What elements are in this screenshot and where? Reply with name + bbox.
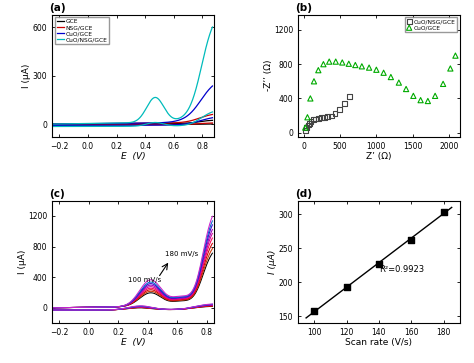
CuO/GCE: [307, 95, 314, 101]
NSG/GCE: [49, 122, 55, 126]
X-axis label: Z’ (Ω): Z’ (Ω): [366, 152, 392, 161]
CuO/GCE: [146, 121, 152, 125]
Point: [408, 237, 415, 243]
CuO/GCE: [332, 59, 339, 65]
Y-axis label: I (μA): I (μA): [22, 64, 31, 88]
CuO/GCE: [151, 121, 157, 125]
X-axis label: E  (V): E (V): [121, 338, 146, 347]
CuO/GCE: [338, 60, 346, 65]
CuO/NSG/GCE: [324, 114, 331, 120]
Y-axis label: I (μA): I (μA): [18, 250, 27, 274]
Text: (d): (d): [295, 189, 312, 199]
CuO/GCE: [301, 125, 309, 130]
CuO/NSG/GCE: [346, 94, 353, 99]
Text: R²=0.9923: R²=0.9923: [379, 265, 424, 274]
CuO/GCE: [315, 67, 322, 73]
CuO/NSG/GCE: [301, 127, 309, 133]
CuO/NSG/GCE: [320, 114, 328, 120]
CuO/GCE: [171, 119, 177, 123]
CuO/NSG/GCE: [59, 122, 65, 126]
CuO/GCE: [187, 111, 193, 116]
CuO/GCE: [310, 78, 318, 84]
CuO/GCE: [358, 64, 365, 69]
Legend: CuO/NSG/GCE, CuO/GCE: CuO/NSG/GCE, CuO/GCE: [405, 17, 457, 32]
Text: (c): (c): [49, 189, 64, 199]
CuO/NSG/GCE: [146, 101, 152, 105]
NSG/GCE: [210, 112, 215, 117]
NSG/GCE: [171, 121, 177, 125]
Text: 180 mV/s: 180 mV/s: [165, 251, 198, 257]
CuO/GCE: [49, 122, 55, 126]
Text: 100 mV/s: 100 mV/s: [128, 277, 162, 283]
CuO/GCE: [304, 114, 311, 120]
CuO/NSG/GCE: [187, 103, 193, 108]
GCE: [171, 121, 177, 126]
CuO/NSG/GCE: [310, 117, 317, 123]
Line: GCE: GCE: [52, 121, 212, 124]
NSG/GCE: [187, 119, 193, 123]
Y-axis label: I (μA): I (μA): [268, 250, 277, 274]
CuO/NSG/GCE: [304, 122, 312, 128]
CuO/NSG/GCE: [311, 116, 319, 122]
CuO/GCE: [410, 93, 417, 99]
CuO/NSG/GCE: [210, 25, 215, 29]
CuO/NSG/GCE: [336, 107, 343, 113]
CuO/GCE: [447, 66, 454, 72]
CuO/GCE: [373, 67, 380, 73]
CuO/GCE: [452, 53, 459, 58]
Point: [375, 261, 383, 267]
CuO/GCE: [319, 61, 327, 67]
CuO/NSG/GCE: [341, 101, 348, 106]
CuO/NSG/GCE: [307, 119, 315, 125]
CuO/NSG/GCE: [315, 115, 322, 121]
CuO/GCE: [424, 98, 432, 104]
CuO/GCE: [417, 97, 424, 103]
CuO/NSG/GCE: [306, 121, 313, 126]
CuO/GCE: [345, 61, 353, 67]
Legend: GCE, NSG/GCE, CuO/GCE, CuO/NSG/GCE: GCE, NSG/GCE, CuO/GCE, CuO/NSG/GCE: [55, 17, 109, 44]
Point: [343, 284, 350, 290]
GCE: [142, 121, 148, 126]
CuO/NSG/GCE: [331, 111, 339, 117]
CuO/NSG/GCE: [151, 95, 157, 100]
Line: NSG/GCE: NSG/GCE: [52, 114, 212, 124]
CuO/GCE: [210, 84, 215, 88]
Text: (b): (b): [295, 3, 312, 13]
CuO/NSG/GCE: [171, 116, 177, 121]
GCE: [59, 122, 65, 126]
CuO/GCE: [59, 122, 65, 126]
Text: (a): (a): [49, 3, 65, 13]
CuO/GCE: [387, 74, 395, 80]
Line: CuO/GCE: CuO/GCE: [52, 86, 212, 124]
CuO/GCE: [142, 121, 148, 125]
GCE: [210, 118, 215, 123]
CuO/GCE: [380, 70, 387, 76]
NSG/GCE: [59, 122, 65, 126]
X-axis label: Scan rate (V/s): Scan rate (V/s): [346, 338, 412, 347]
CuO/NSG/GCE: [303, 125, 310, 130]
Point: [440, 209, 447, 215]
CuO/GCE: [439, 81, 447, 87]
CuO/NSG/GCE: [328, 113, 335, 119]
CuO/NSG/GCE: [318, 115, 325, 121]
CuO/GCE: [365, 65, 373, 70]
CuO/GCE: [431, 93, 439, 99]
Point: [310, 308, 318, 314]
CuO/GCE: [326, 59, 333, 65]
CuO/NSG/GCE: [142, 108, 148, 112]
Y-axis label: -Z’’ (Ω): -Z’’ (Ω): [264, 60, 273, 91]
Line: CuO/NSG/GCE: CuO/NSG/GCE: [52, 27, 212, 124]
CuO/NSG/GCE: [49, 122, 55, 126]
CuO/GCE: [395, 80, 402, 86]
X-axis label: E  (V): E (V): [121, 152, 146, 161]
CuO/GCE: [402, 86, 410, 92]
GCE: [151, 121, 157, 126]
NSG/GCE: [146, 121, 152, 126]
GCE: [49, 122, 55, 126]
GCE: [146, 121, 152, 126]
NSG/GCE: [151, 121, 157, 125]
CuO/GCE: [352, 62, 359, 68]
GCE: [187, 121, 193, 125]
NSG/GCE: [142, 121, 148, 126]
